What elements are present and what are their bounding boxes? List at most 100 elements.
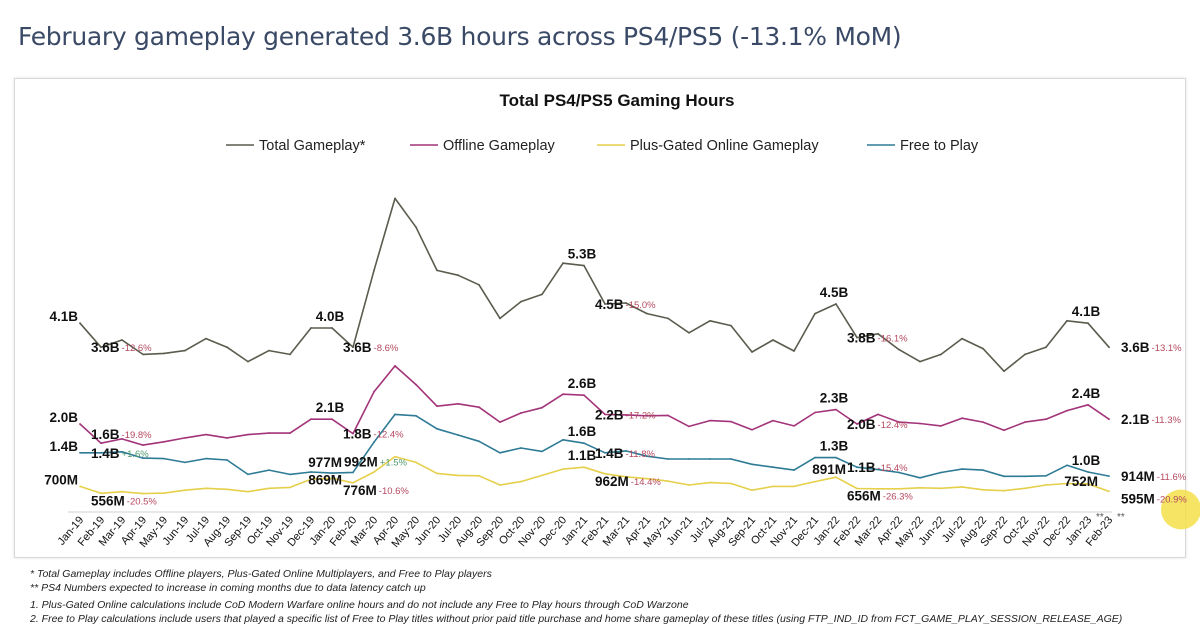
change-label: -8.6% (374, 343, 399, 354)
series-free-to-play (79, 413, 1110, 479)
data-point (478, 283, 480, 286)
data-label: 2.1B (316, 400, 345, 415)
data-point (205, 337, 207, 340)
data-point (310, 478, 312, 481)
data-label: 752M (1064, 474, 1098, 489)
data-label: 1.4B +1.6% (91, 446, 149, 461)
highlight-circle (1161, 489, 1200, 530)
data-point (394, 413, 396, 416)
data-label: 1.3B (820, 439, 849, 454)
data-point (352, 346, 354, 349)
data-point (982, 488, 984, 491)
data-point (121, 339, 123, 341)
data-point (835, 303, 837, 305)
data-point (373, 269, 375, 272)
change-label: -14.4% (631, 477, 662, 488)
value-label: 914M (1121, 469, 1155, 484)
data-point (520, 480, 522, 483)
data-point (877, 413, 879, 416)
data-point (142, 492, 144, 495)
data-point (457, 434, 459, 436)
change-label: -12.4% (878, 420, 909, 431)
data-point (877, 487, 879, 490)
chart-container (14, 78, 1186, 558)
data-point (604, 303, 606, 305)
data-point (205, 457, 207, 460)
data-point (1045, 474, 1047, 477)
data-label: 656M -26.3% (847, 489, 913, 504)
data-label: 1.1B (568, 448, 597, 463)
data-point (457, 402, 459, 405)
legend-item: Plus-Gated Online Gameplay (597, 138, 819, 154)
data-point (814, 456, 816, 459)
data-point (415, 461, 417, 464)
data-point (667, 480, 669, 482)
data-point (226, 488, 228, 491)
data-point (499, 317, 501, 320)
data-point (436, 269, 438, 272)
data-label: 776M -10.6% (343, 483, 409, 498)
data-point (1087, 322, 1089, 325)
value-label: 869M (308, 472, 342, 487)
value-label: 1.6B (91, 427, 120, 442)
value-label: 595M (1121, 491, 1155, 506)
data-point (1108, 418, 1110, 421)
value-label: 1.8B (343, 427, 372, 442)
data-point (184, 437, 186, 439)
data-point (793, 425, 795, 427)
data-point (436, 427, 438, 430)
data-point (163, 457, 165, 460)
data-point (562, 468, 564, 470)
data-point (184, 349, 186, 352)
footnote-free-to-play: 2. Free to Play calculations include use… (30, 612, 1123, 625)
data-point (394, 455, 396, 458)
value-label: 776M (343, 483, 377, 498)
data-label: 1.8B -12.4% (343, 427, 404, 442)
data-point (1003, 475, 1005, 478)
series-lines (79, 197, 1110, 495)
change-label: -26.3% (883, 492, 914, 503)
data-point (100, 492, 102, 495)
value-label: 4.0B (316, 309, 345, 324)
data-point (1108, 490, 1110, 493)
data-point (121, 450, 123, 453)
series-offline-gameplay (79, 365, 1110, 446)
chart-title: Total PS4/PS5 Gaming Hours (500, 91, 735, 110)
data-point (667, 317, 669, 320)
data-point (1108, 475, 1110, 477)
data-point (856, 336, 858, 339)
data-point (604, 451, 606, 454)
legend-label: Plus-Gated Online Gameplay (630, 138, 819, 154)
data-point (289, 473, 291, 476)
data-label: 4.5B (820, 285, 849, 300)
data-point (1024, 487, 1026, 490)
footnote-plus-gated: 1. Plus-Gated Online calculations includ… (30, 599, 689, 611)
data-point (961, 468, 963, 470)
data-point (667, 414, 669, 417)
data-point (331, 418, 333, 421)
data-point (709, 319, 711, 322)
data-label: 4.1B (1072, 304, 1101, 319)
data-label: 1.0B (1072, 453, 1101, 468)
data-label: 1.1B -15.4% (847, 460, 908, 475)
data-label: 2.6B (568, 376, 597, 391)
value-label: 4.5B (595, 297, 624, 312)
value-label: 1.4B (91, 446, 120, 461)
data-point (709, 419, 711, 422)
data-point (772, 339, 774, 341)
change-label: -19.8% (122, 430, 153, 441)
data-point (163, 352, 165, 355)
series-plus-gated-online-gameplay (79, 455, 1110, 495)
series-line (80, 413, 1110, 479)
data-point (982, 347, 984, 350)
data-point (331, 477, 333, 480)
value-label: 556M (91, 493, 125, 508)
data-point (583, 442, 585, 445)
data-point (772, 419, 774, 422)
value-label: 1.4B (595, 446, 624, 461)
footnotes: * Total Gameplay includes Offline player… (30, 568, 1122, 626)
change-label: -16.1% (878, 334, 909, 345)
data-point (688, 425, 690, 428)
data-point (100, 442, 102, 445)
change-label: -17.2% (626, 410, 657, 421)
